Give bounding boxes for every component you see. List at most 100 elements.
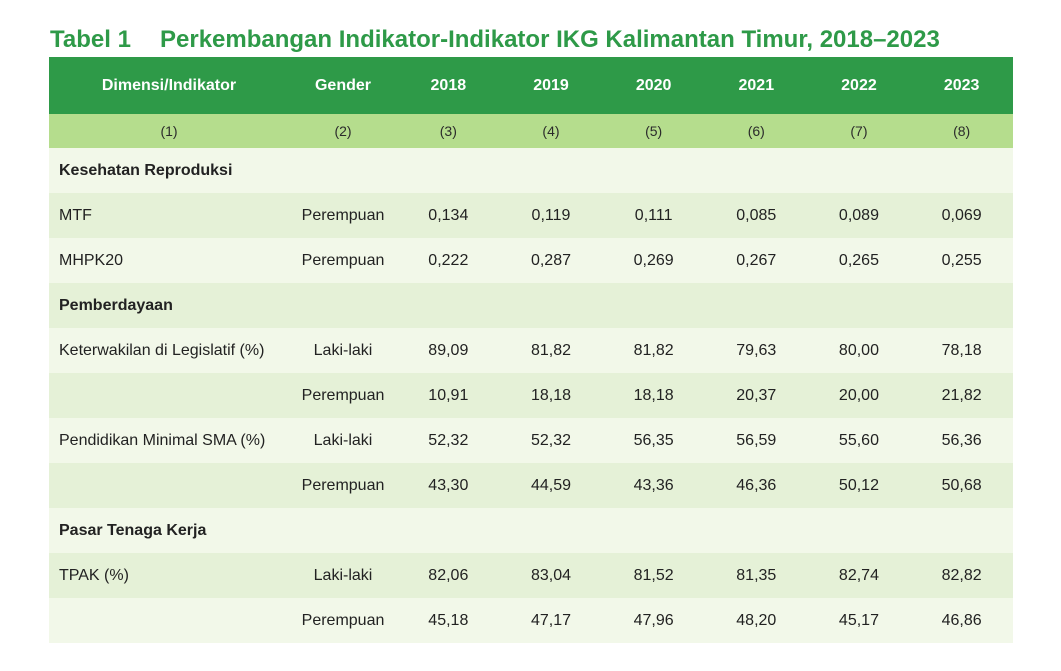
indicator-cell: MTF	[49, 193, 289, 238]
gender-cell: Laki-laki	[289, 553, 397, 598]
indicator-cell: Keterwakilan di Legislatif (%)	[49, 328, 289, 373]
column-number: (1)	[49, 114, 289, 148]
column-number: (3)	[397, 114, 500, 148]
table-number: Tabel 1	[50, 26, 131, 53]
table-row: Perempuan 43,30 44,59 43,36 46,36 50,12 …	[49, 463, 1013, 508]
header-cell: 2022	[807, 57, 911, 114]
table-row: MHPK20 Perempuan 0,222 0,287 0,269 0,267…	[49, 238, 1013, 283]
value-cell: 82,82	[910, 553, 1013, 598]
indicator-cell: TPAK (%)	[49, 553, 289, 598]
value-cell: 48,20	[704, 598, 808, 643]
column-number: (2)	[289, 114, 397, 148]
ikg-table: Dimensi/Indikator Gender 2018 2019 2020 …	[49, 57, 1013, 643]
gender-cell: Perempuan	[289, 598, 397, 643]
column-number: (7)	[807, 114, 911, 148]
table-row: Keterwakilan di Legislatif (%) Laki-laki…	[49, 328, 1013, 373]
header-cell: 2023	[910, 57, 1013, 114]
section-row: Pemberdayaan	[49, 283, 1013, 328]
indicator-cell: Pendidikan Minimal SMA (%)	[49, 418, 289, 463]
value-cell: 50,12	[807, 463, 911, 508]
indicator-cell	[49, 463, 289, 508]
value-cell: 89,09	[397, 328, 500, 373]
column-number-row: (1) (2) (3) (4) (5) (6) (7) (8)	[49, 114, 1013, 148]
value-cell: 45,18	[397, 598, 500, 643]
table-row: Perempuan 45,18 47,17 47,96 48,20 45,17 …	[49, 598, 1013, 643]
header-cell: Dimensi/Indikator	[49, 57, 289, 114]
table-title: Tabel 1 Perkembangan Indikator-Indikator …	[50, 26, 940, 54]
value-cell: 43,30	[397, 463, 500, 508]
value-cell: 82,06	[397, 553, 500, 598]
value-cell: 0,111	[602, 193, 705, 238]
gender-cell: Perempuan	[289, 193, 397, 238]
value-cell: 81,82	[602, 328, 705, 373]
table-row: TPAK (%) Laki-laki 82,06 83,04 81,52 81,…	[49, 553, 1013, 598]
table-caption: Perkembangan Indikator-Indikator IKG Kal…	[160, 26, 940, 53]
value-cell: 0,222	[397, 238, 500, 283]
value-cell: 0,085	[704, 193, 808, 238]
value-cell: 80,00	[807, 328, 911, 373]
table-row: Pendidikan Minimal SMA (%) Laki-laki 52,…	[49, 418, 1013, 463]
section-row: Pasar Tenaga Kerja	[49, 508, 1013, 553]
indicator-cell	[49, 598, 289, 643]
value-cell: 21,82	[910, 373, 1013, 418]
gender-cell: Perempuan	[289, 238, 397, 283]
header-cell: 2020	[602, 57, 705, 114]
value-cell: 55,60	[807, 418, 911, 463]
column-number: (8)	[910, 114, 1013, 148]
value-cell: 52,32	[499, 418, 603, 463]
value-cell: 0,287	[499, 238, 603, 283]
value-cell: 82,74	[807, 553, 911, 598]
value-cell: 0,089	[807, 193, 911, 238]
value-cell: 0,265	[807, 238, 911, 283]
value-cell: 18,18	[499, 373, 603, 418]
indicator-cell: MHPK20	[49, 238, 289, 283]
value-cell: 56,35	[602, 418, 705, 463]
section-label: Pemberdayaan	[49, 283, 1013, 328]
value-cell: 46,86	[910, 598, 1013, 643]
value-cell: 56,59	[704, 418, 808, 463]
header-cell: Gender	[289, 57, 397, 114]
value-cell: 83,04	[499, 553, 603, 598]
gender-cell: Perempuan	[289, 463, 397, 508]
value-cell: 20,00	[807, 373, 911, 418]
value-cell: 81,82	[499, 328, 603, 373]
value-cell: 43,36	[602, 463, 705, 508]
value-cell: 0,255	[910, 238, 1013, 283]
section-row: Kesehatan Reproduksi	[49, 148, 1013, 193]
value-cell: 20,37	[704, 373, 808, 418]
indicator-cell	[49, 373, 289, 418]
table-row: MTF Perempuan 0,134 0,119 0,111 0,085 0,…	[49, 193, 1013, 238]
value-cell: 0,119	[499, 193, 603, 238]
header-cell: 2019	[499, 57, 603, 114]
value-cell: 0,269	[602, 238, 705, 283]
column-number: (6)	[704, 114, 808, 148]
header-cell: 2021	[704, 57, 808, 114]
gender-cell: Laki-laki	[289, 328, 397, 373]
value-cell: 46,36	[704, 463, 808, 508]
value-cell: 56,36	[910, 418, 1013, 463]
value-cell: 79,63	[704, 328, 808, 373]
value-cell: 44,59	[499, 463, 603, 508]
section-label: Pasar Tenaga Kerja	[49, 508, 1013, 553]
value-cell: 0,267	[704, 238, 808, 283]
value-cell: 50,68	[910, 463, 1013, 508]
column-number: (4)	[499, 114, 603, 148]
value-cell: 0,069	[910, 193, 1013, 238]
value-cell: 81,52	[602, 553, 705, 598]
value-cell: 78,18	[910, 328, 1013, 373]
value-cell: 0,134	[397, 193, 500, 238]
gender-cell: Laki-laki	[289, 418, 397, 463]
value-cell: 45,17	[807, 598, 911, 643]
header-row: Dimensi/Indikator Gender 2018 2019 2020 …	[49, 57, 1013, 114]
value-cell: 52,32	[397, 418, 500, 463]
section-label: Kesehatan Reproduksi	[49, 148, 1013, 193]
column-number: (5)	[602, 114, 705, 148]
value-cell: 47,96	[602, 598, 705, 643]
value-cell: 81,35	[704, 553, 808, 598]
value-cell: 10,91	[397, 373, 500, 418]
value-cell: 47,17	[499, 598, 603, 643]
value-cell: 18,18	[602, 373, 705, 418]
table-row: Perempuan 10,91 18,18 18,18 20,37 20,00 …	[49, 373, 1013, 418]
header-cell: 2018	[397, 57, 500, 114]
gender-cell: Perempuan	[289, 373, 397, 418]
